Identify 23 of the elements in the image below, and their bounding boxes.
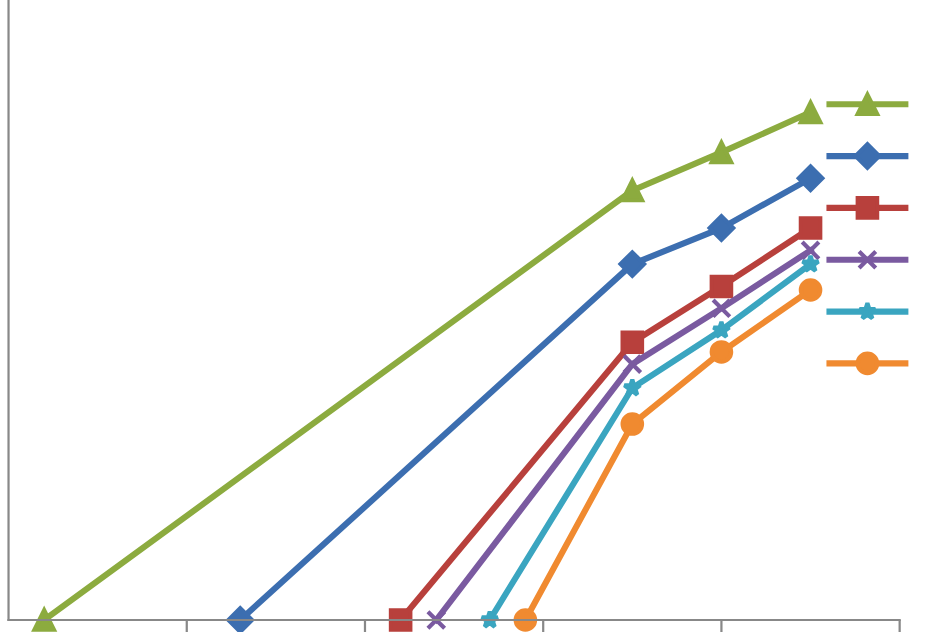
point [800, 239, 821, 261]
point [711, 297, 732, 319]
point [621, 353, 643, 375]
point [709, 274, 734, 299]
point [798, 100, 823, 125]
point [32, 608, 56, 632]
point [618, 250, 647, 278]
point [226, 606, 255, 632]
point [798, 278, 823, 302]
point [707, 214, 736, 242]
point [796, 164, 825, 193]
point [709, 140, 734, 165]
point [513, 608, 538, 632]
point [620, 330, 645, 355]
point [425, 609, 447, 631]
point [711, 319, 732, 339]
point [622, 377, 643, 397]
point [620, 178, 645, 203]
point [388, 608, 413, 632]
point [709, 340, 734, 364]
point [800, 253, 821, 273]
point [798, 216, 823, 240]
point [620, 412, 645, 436]
